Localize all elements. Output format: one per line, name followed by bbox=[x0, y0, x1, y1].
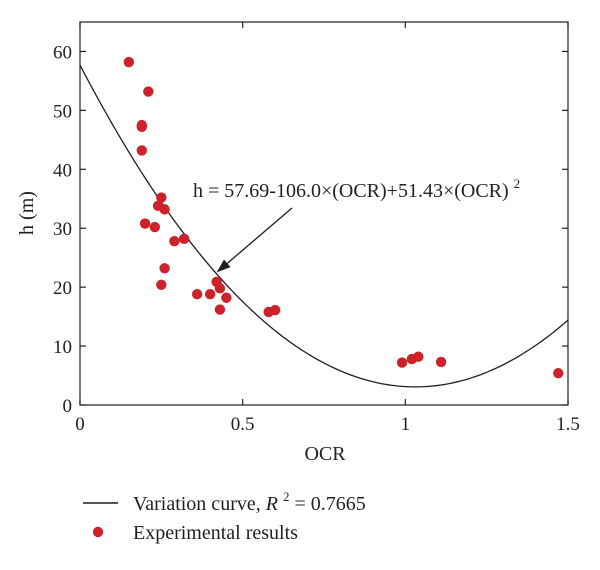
experimental-points bbox=[123, 56, 564, 379]
x-tick-label: 1 bbox=[401, 414, 411, 435]
data-point bbox=[270, 304, 281, 316]
data-point bbox=[169, 235, 180, 247]
data-point bbox=[553, 367, 564, 379]
y-tick-label: 20 bbox=[53, 278, 72, 299]
data-point bbox=[149, 221, 161, 233]
data-point bbox=[123, 56, 134, 68]
legend-curve-suffix: = 0.7665 bbox=[294, 493, 365, 515]
data-point bbox=[178, 233, 190, 245]
data-point bbox=[191, 289, 203, 300]
x-tick-label: 0 bbox=[75, 414, 85, 435]
data-point bbox=[214, 283, 226, 294]
legend-curve-prefix: Variation curve, bbox=[133, 493, 266, 515]
legend-points-label: Experimental results bbox=[133, 522, 298, 544]
annotation-arrowhead bbox=[216, 259, 231, 273]
data-point bbox=[204, 289, 216, 300]
data-point bbox=[396, 357, 408, 368]
data-point bbox=[156, 279, 167, 290]
data-point bbox=[435, 356, 447, 368]
annotation-arrow bbox=[226, 207, 293, 264]
y-tick-label: 40 bbox=[53, 160, 72, 181]
legend-curve-label: Variation curve, R 2 = 0.7665 bbox=[133, 484, 366, 515]
legend-curve-sup: 2 bbox=[283, 489, 290, 504]
data-point bbox=[159, 204, 170, 215]
data-point bbox=[136, 145, 148, 156]
y-axis-label: h (m) bbox=[16, 191, 38, 235]
y-tick-label: 60 bbox=[53, 42, 72, 63]
x-axis: 0 0.5 1 1.5 bbox=[75, 22, 580, 435]
plot-frame bbox=[79, 21, 569, 406]
data-point bbox=[214, 304, 226, 315]
data-point bbox=[221, 292, 232, 303]
equation-superscript: 2 bbox=[514, 176, 521, 191]
equation-annotation: h = 57.69-106.0×(OCR)+51.43×(OCR) 2 bbox=[193, 176, 520, 202]
y-tick-label: 10 bbox=[53, 337, 72, 358]
y-axis: 0 10 20 30 40 50 60 bbox=[53, 42, 568, 417]
data-point bbox=[413, 351, 424, 362]
x-tick-label: 0.5 bbox=[231, 414, 255, 435]
data-point bbox=[143, 86, 154, 97]
x-tick-label: 1.5 bbox=[556, 414, 580, 435]
data-point bbox=[159, 263, 170, 274]
legend-point-icon bbox=[92, 526, 104, 538]
data-point bbox=[156, 192, 167, 203]
equation-text: h = 57.69-106.0×(OCR)+51.43×(OCR) bbox=[193, 180, 509, 202]
y-tick-label: 0 bbox=[63, 396, 73, 417]
legend-curve-var: R bbox=[265, 493, 278, 515]
data-point bbox=[136, 121, 148, 133]
x-axis-label: OCR bbox=[304, 443, 346, 465]
y-tick-label: 50 bbox=[53, 101, 72, 122]
data-point bbox=[139, 218, 151, 229]
y-tick-label: 30 bbox=[53, 219, 72, 240]
